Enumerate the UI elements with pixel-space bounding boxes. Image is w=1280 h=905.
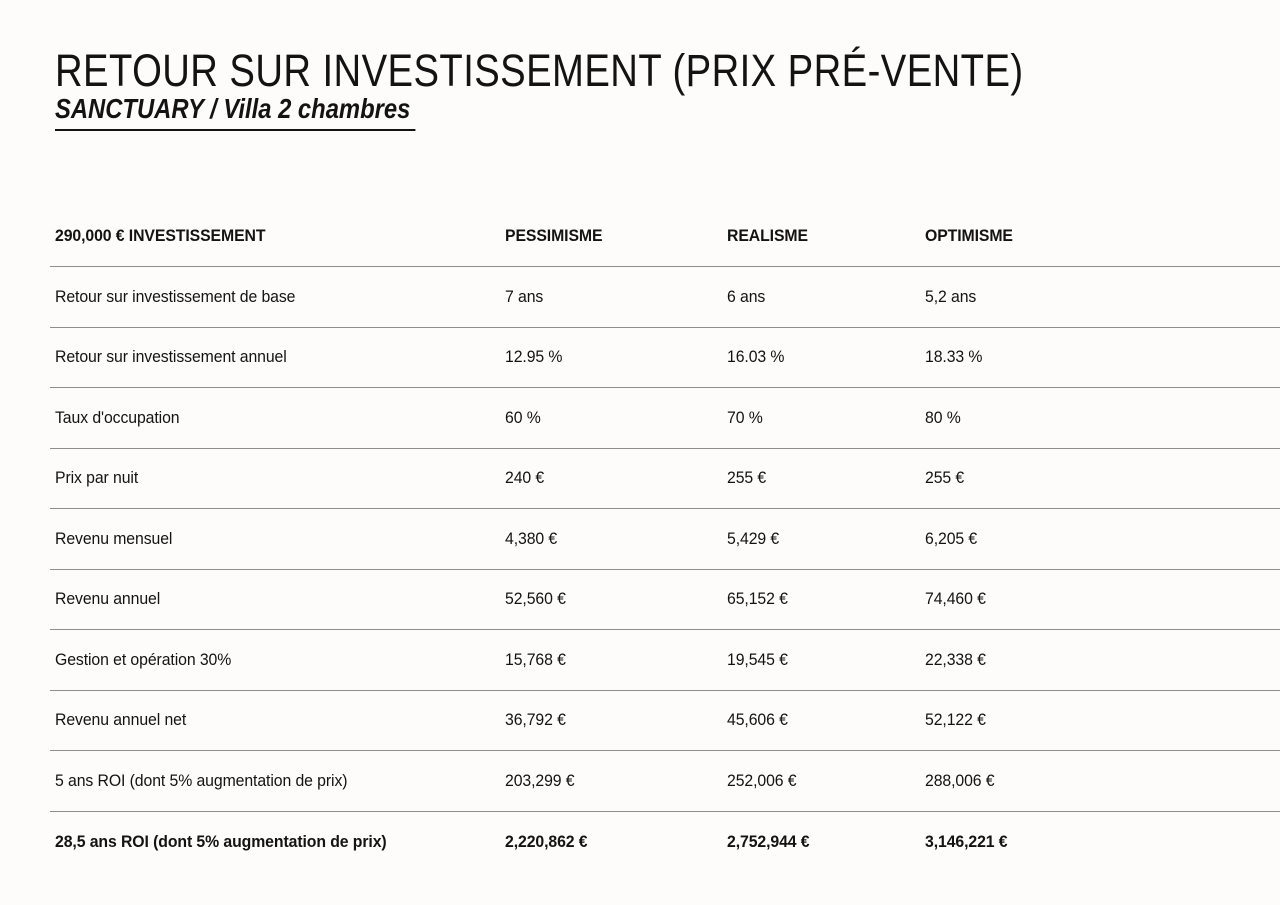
page-title: RETOUR SUR INVESTISSEMENT (PRIX PRÉ-VENT… — [55, 45, 1024, 96]
table-row-total: 28,5 ans ROI (dont 5% augmentation de pr… — [50, 812, 1280, 873]
cell-realisme: 65,152 € — [727, 589, 788, 609]
row-label: Taux d'occupation — [55, 407, 180, 427]
row-label: Revenu mensuel — [55, 528, 173, 548]
cell-optimisme: 80 % — [925, 407, 961, 427]
cell-pessimisme: 60 % — [505, 407, 541, 427]
cell-pessimisme: 52,560 € — [505, 589, 566, 609]
cell-optimisme: 288,006 € — [925, 770, 995, 790]
cell-realisme: 19,545 € — [727, 649, 788, 669]
cell-optimisme: 74,460 € — [925, 589, 986, 609]
row-label: Retour sur investissement annuel — [55, 347, 287, 367]
cell-pessimisme: 240 € — [505, 468, 545, 488]
cell-realisme: 255 € — [727, 468, 767, 488]
row-label: Revenu annuel — [55, 589, 161, 609]
page-subtitle: SANCTUARY / Villa 2 chambres — [55, 93, 416, 131]
column-header-optimisme: OPTIMISME — [925, 226, 1013, 245]
table-row: Taux d'occupation 60 % 70 % 80 % — [50, 388, 1280, 449]
row-label: Revenu annuel net — [55, 710, 187, 730]
roi-table: 290,000 € INVESTISSEMENT PESSIMISME REAL… — [50, 206, 1280, 872]
cell-realisme: 252,006 € — [727, 770, 797, 790]
cell-optimisme: 3,146,221 € — [925, 831, 1008, 851]
row-label: Gestion et opération 30% — [55, 649, 232, 669]
cell-pessimisme: 7 ans — [505, 286, 544, 306]
cell-pessimisme: 2,220,862 € — [505, 831, 588, 851]
table-row: Revenu annuel net 36,792 € 45,606 € 52,1… — [50, 691, 1280, 751]
table-row: Retour sur investissement annuel 12.95 %… — [50, 328, 1280, 388]
cell-pessimisme: 12.95 % — [505, 347, 563, 367]
cell-optimisme: 5,2 ans — [925, 286, 977, 306]
table-header-row: 290,000 € INVESTISSEMENT PESSIMISME REAL… — [50, 206, 1280, 267]
cell-pessimisme: 4,380 € — [505, 528, 558, 548]
cell-realisme: 45,606 € — [727, 710, 788, 730]
table-row: 5 ans ROI (dont 5% augmentation de prix)… — [50, 751, 1280, 812]
table-row: Revenu mensuel 4,380 € 5,429 € 6,205 € — [50, 509, 1280, 570]
cell-realisme: 70 % — [727, 407, 763, 427]
cell-optimisme: 52,122 € — [925, 710, 986, 730]
cell-pessimisme: 15,768 € — [505, 649, 566, 669]
row-label: Retour sur investissement de base — [55, 286, 296, 306]
table-row: Prix par nuit 240 € 255 € 255 € — [50, 449, 1280, 509]
table-row: Revenu annuel 52,560 € 65,152 € 74,460 € — [50, 570, 1280, 630]
column-header-investment: 290,000 € INVESTISSEMENT — [55, 226, 266, 245]
cell-pessimisme: 203,299 € — [505, 770, 575, 790]
column-header-realisme: REALISME — [727, 226, 808, 245]
cell-optimisme: 22,338 € — [925, 649, 986, 669]
table-row: Gestion et opération 30% 15,768 € 19,545… — [50, 630, 1280, 691]
row-label: 5 ans ROI (dont 5% augmentation de prix) — [55, 770, 348, 790]
cell-realisme: 2,752,944 € — [727, 831, 810, 851]
cell-realisme: 6 ans — [727, 286, 766, 306]
cell-optimisme: 6,205 € — [925, 528, 978, 548]
row-label: 28,5 ans ROI (dont 5% augmentation de pr… — [55, 831, 387, 851]
cell-realisme: 5,429 € — [727, 528, 780, 548]
cell-optimisme: 255 € — [925, 468, 965, 488]
table-row: Retour sur investissement de base 7 ans … — [50, 267, 1280, 328]
page-subtitle-text: SANCTUARY / Villa 2 chambres — [55, 93, 416, 131]
cell-pessimisme: 36,792 € — [505, 710, 566, 730]
cell-realisme: 16.03 % — [727, 347, 785, 367]
cell-optimisme: 18.33 % — [925, 347, 983, 367]
column-header-pessimisme: PESSIMISME — [505, 226, 603, 245]
row-label: Prix par nuit — [55, 468, 139, 488]
